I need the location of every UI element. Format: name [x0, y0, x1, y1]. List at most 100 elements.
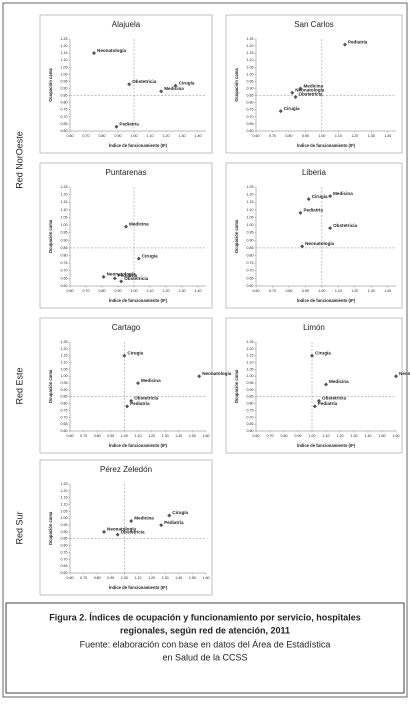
y-tick-label: 1.25 [61, 482, 68, 486]
point-label: Cirugía [284, 106, 300, 111]
y-tick-label: 1.00 [247, 374, 254, 378]
y-tick-label: 0.80 [61, 253, 68, 257]
point [197, 374, 202, 379]
x-tick-label: 1.40 [195, 289, 202, 293]
y-tick-label: 0.75 [61, 261, 68, 265]
point-label: Neonatología [295, 88, 325, 93]
x-tick-label: 1.30 [179, 134, 186, 138]
x-tick-label: 0.70 [83, 134, 90, 138]
point [159, 89, 164, 94]
point-label: Obstetricia [322, 396, 346, 401]
chart-panel: Cartago Índice de funcionamiento (IF) Ocup… [39, 317, 232, 454]
point [173, 83, 178, 88]
y-tick-label: 1.10 [61, 208, 68, 212]
y-tick-label: 0.85 [61, 94, 68, 98]
point-label: Cirugía [172, 510, 188, 515]
x-tick-label: 1.40 [175, 434, 182, 438]
x-tick-label: 1.20 [148, 576, 155, 580]
x-tick-label: 1.30 [351, 434, 358, 438]
y-tick-label: 1.20 [61, 489, 68, 493]
y-tick-label: 0.70 [247, 115, 254, 119]
y-tick-label: 0.80 [247, 402, 254, 406]
x-tick-label: 1.40 [175, 576, 182, 580]
y-tick-label: 0.85 [247, 395, 254, 399]
y-tick-label: 1.20 [61, 347, 68, 351]
y-tick-label: 1.20 [61, 193, 68, 197]
x-tick-label: 1.20 [351, 134, 358, 138]
point-label: Neonatología [305, 241, 335, 246]
point [119, 279, 124, 284]
panel-frame [225, 162, 403, 309]
group-label: Red NorOeste [14, 131, 24, 189]
y-tick-label: 1.25 [61, 37, 68, 41]
point-label: Obstetricia [124, 276, 148, 281]
y-tick-label: 0.95 [247, 381, 254, 385]
y-tick-label: 0.60 [61, 129, 68, 133]
caption-box [5, 602, 405, 694]
x-tick-label: 0.80 [285, 289, 292, 293]
chart-title: Limón [303, 323, 325, 332]
x-tick-label: 0.80 [99, 134, 106, 138]
chart-panel: Alajuela Índice de funcionamiento (IF) Ocu… [39, 14, 213, 154]
panel-frame [225, 14, 403, 154]
x-tick-label: 0.70 [80, 576, 87, 580]
y-tick-label: 0.75 [247, 408, 254, 412]
x-tick-label: 1.30 [162, 434, 169, 438]
chart-title: Puntarenas [106, 168, 147, 177]
x-tick-label: 0.60 [253, 434, 260, 438]
x-tick-label: 1.30 [162, 576, 169, 580]
y-tick-label: 1.00 [61, 516, 68, 520]
point-label: Obstetricia [134, 396, 158, 401]
point-label: Neonatología [107, 527, 137, 532]
x-tick-label: 0.80 [281, 434, 288, 438]
y-axis-label: Ocupación cama [234, 219, 239, 253]
y-tick-label: 0.90 [61, 238, 68, 242]
x-tick-label: 1.00 [318, 134, 325, 138]
y-tick-label: 0.90 [247, 388, 254, 392]
y-tick-label: 0.60 [61, 284, 68, 288]
y-tick-label: 1.25 [61, 340, 68, 344]
x-tick-label: 1.40 [384, 289, 391, 293]
x-tick-label: 1.30 [179, 289, 186, 293]
y-tick-label: 1.15 [247, 354, 254, 358]
y-axis-label: Ocupación cama [48, 68, 53, 102]
y-tick-label: 0.85 [61, 246, 68, 250]
x-tick-label: 1.00 [309, 434, 316, 438]
x-tick-label: 1.20 [337, 434, 344, 438]
point [136, 256, 141, 261]
y-tick-label: 0.70 [61, 115, 68, 119]
point-label: Obstetricia [299, 92, 323, 97]
point-label: Neonatología [97, 48, 127, 53]
y-tick-label: 0.70 [247, 415, 254, 419]
point [310, 353, 314, 358]
x-tick-label: 1.20 [163, 289, 170, 293]
y-tick-label: 1.15 [247, 51, 254, 55]
y-tick-label: 1.10 [247, 208, 254, 212]
point [306, 197, 311, 202]
point-label: Pediatría [318, 401, 338, 406]
point-label: Pediatría [130, 401, 150, 406]
point-label: Pediatría [118, 273, 138, 278]
x-axis-label: Índice de funcionamiento (IF) [297, 443, 356, 448]
y-tick-label: 1.15 [61, 496, 68, 500]
y-tick-label: 0.65 [247, 276, 254, 280]
caption-source: Fuente: elaboración con base en datos de… [80, 639, 331, 649]
x-tick-label: 1.00 [121, 434, 128, 438]
y-tick-label: 0.60 [247, 429, 254, 433]
point-label: Cirugía [315, 350, 331, 355]
y-tick-label: 0.85 [61, 537, 68, 541]
point [122, 353, 127, 358]
y-tick-label: 1.15 [247, 200, 254, 204]
x-axis-label: Índice de funcionamiento (IF) [109, 443, 168, 448]
x-tick-label: 0.60 [253, 289, 260, 293]
x-tick-label: 0.60 [67, 289, 74, 293]
point [101, 274, 106, 279]
point-label: Obstetricia [333, 223, 357, 228]
x-tick-label: 0.70 [83, 289, 90, 293]
point [324, 382, 328, 387]
y-axis-label: Ocupación cama [234, 68, 239, 102]
y-tick-label: 0.60 [61, 429, 68, 433]
chart-panel: San Carlos Índice de funcionamiento (IF) O… [225, 14, 403, 154]
x-tick-label: 1.10 [147, 289, 154, 293]
